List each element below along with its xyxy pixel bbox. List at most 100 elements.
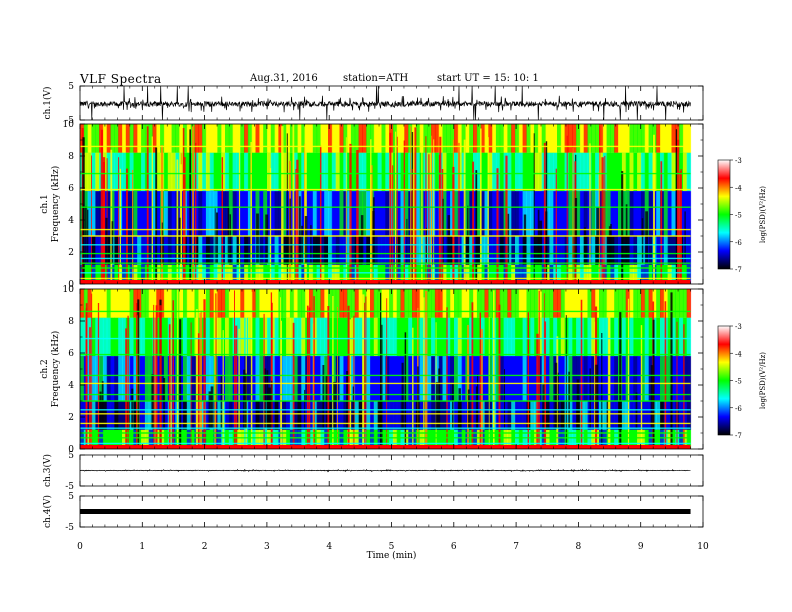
spectrogram-cell xyxy=(282,356,287,401)
spectrogram-cell xyxy=(141,289,146,318)
spectrogram-cell xyxy=(526,236,531,265)
spectrogram-cell xyxy=(545,264,550,284)
spectrogram-cell xyxy=(660,317,665,357)
spectrogram-cell xyxy=(118,429,123,449)
spectrogram-cell xyxy=(217,429,222,449)
spectrogram-cell xyxy=(595,152,600,192)
spectrogram-cell xyxy=(232,236,237,265)
dc-band xyxy=(80,445,691,449)
spectrogram-cell xyxy=(305,152,310,192)
spectrogram-cell xyxy=(526,264,531,284)
y-axis-label-channel: ch.1 xyxy=(40,194,50,213)
spectrogram-cell xyxy=(553,264,558,284)
spectrogram-cell xyxy=(640,152,646,192)
spectrogram-cell xyxy=(301,317,306,357)
spectrogram-cell xyxy=(469,191,474,236)
spectrogram-cell xyxy=(637,289,642,318)
spectrogram-cell xyxy=(545,401,550,430)
spectrogram-cell xyxy=(377,236,382,265)
spectrogram-cell xyxy=(255,289,260,318)
spectrogram-cell xyxy=(251,289,257,318)
colorbar-tick-label: -6 xyxy=(735,405,742,413)
spectrogram-cell xyxy=(568,264,573,284)
spectrogram-cell xyxy=(282,289,287,318)
spectrogram-cell xyxy=(625,264,631,284)
colorbar-tick-label: -3 xyxy=(735,323,742,331)
spectrogram-cell xyxy=(457,264,463,284)
spectrogram-cell xyxy=(618,264,623,284)
spectrogram-cell xyxy=(244,124,249,153)
spectrogram-cell xyxy=(225,191,230,236)
spectrogram-cell xyxy=(236,152,241,192)
spectrogram-cell xyxy=(251,401,257,430)
spectrogram-cell xyxy=(205,236,211,265)
spectrogram-cell xyxy=(122,429,127,449)
spectrogram-cell xyxy=(488,401,493,430)
spectrogram-cell xyxy=(488,264,493,284)
spectrogram-cell xyxy=(228,152,234,192)
spectrogram-cell xyxy=(328,429,333,449)
spectrogram-cell xyxy=(480,191,486,236)
spectrogram-cell xyxy=(358,289,363,318)
spectrogram-cell xyxy=(427,124,432,153)
spectrogram-cell xyxy=(267,124,272,153)
spectrogram-cell xyxy=(163,236,169,265)
spectrogram-cell xyxy=(152,124,157,153)
spectrogram-cell xyxy=(682,317,688,357)
spectrogram-cell xyxy=(217,124,222,153)
spectrogram-cell xyxy=(324,317,329,357)
spectrogram-cell xyxy=(358,429,363,449)
spectrogram-cell xyxy=(95,401,100,430)
spectrogram-cell xyxy=(377,401,382,430)
spectrogram-cell xyxy=(228,264,234,284)
spectrogram-cell xyxy=(488,236,493,265)
spectrogram-cell xyxy=(366,264,371,284)
spectrogram-cell xyxy=(286,124,291,153)
spectrogram-cell xyxy=(415,191,421,236)
spectrogram-cell xyxy=(366,191,371,236)
spectrogram-cell xyxy=(660,429,665,449)
spectrogram-cell xyxy=(144,401,150,430)
spectrogram-cell xyxy=(682,429,688,449)
spectrogram-cell xyxy=(225,317,230,357)
spectrogram-cell xyxy=(232,152,237,192)
spectrogram-cell xyxy=(591,152,596,192)
spectrogram-cell xyxy=(309,152,314,192)
spectrogram-cell xyxy=(469,236,474,265)
y-tick-label: 10 xyxy=(63,285,75,295)
spectrogram-cell xyxy=(549,401,554,430)
spectrogram-cell xyxy=(515,317,520,357)
spectrogram-cell xyxy=(205,191,211,236)
spectrogram-cell xyxy=(278,236,283,265)
spectrogram-cell xyxy=(350,356,356,401)
spectrogram-cell xyxy=(682,152,688,192)
spectrogram-cell xyxy=(446,264,451,284)
spectrogram-cell xyxy=(675,289,680,318)
spectrogram-cell xyxy=(267,264,272,284)
spectrogram-cell xyxy=(247,289,253,318)
spectrogram-cell xyxy=(625,191,631,236)
spectrogram-cell xyxy=(274,191,279,236)
spectrogram-cell xyxy=(95,124,100,153)
spectrogram-cell xyxy=(331,152,337,192)
spectrogram-cell xyxy=(137,152,142,192)
spectrogram-cell xyxy=(205,356,211,401)
spectrogram-cell xyxy=(312,152,318,192)
spectrogram-cell xyxy=(530,191,535,236)
spectrogram-cell xyxy=(133,191,138,236)
spectrogram-cell xyxy=(339,264,344,284)
spectrogram-cell xyxy=(244,264,249,284)
y-tick-label: -5 xyxy=(65,523,74,533)
spectrogram-cell xyxy=(629,236,634,265)
spectrogram-cell xyxy=(549,124,554,153)
spectrogram-cell xyxy=(515,191,520,236)
spectrogram-cell xyxy=(247,356,253,401)
spectrogram-cell xyxy=(495,356,501,401)
spectrogram-cell xyxy=(648,236,653,265)
spectrogram-cell xyxy=(171,124,176,153)
spectrogram-cell xyxy=(461,401,466,430)
colorbar-tick-label: -3 xyxy=(735,157,742,165)
spectrogram-cell xyxy=(377,289,382,318)
spectrogram-cell xyxy=(362,191,367,236)
